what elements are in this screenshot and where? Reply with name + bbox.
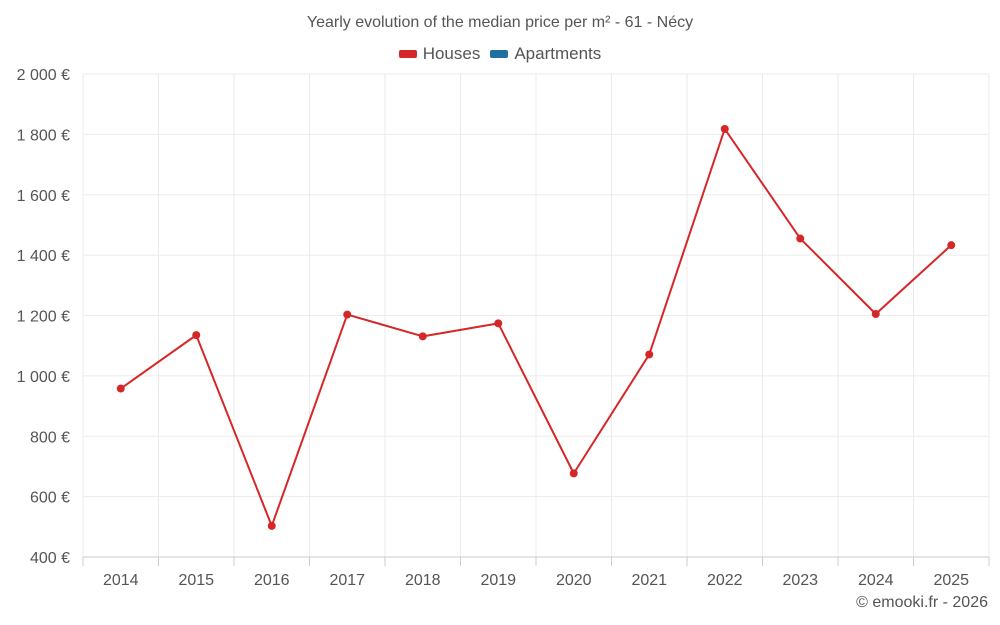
data-point-houses — [871, 309, 880, 318]
data-point-houses — [720, 124, 729, 133]
x-tick-label: 2020 — [556, 572, 592, 589]
x-tick-label: 2015 — [178, 572, 214, 589]
x-tick-label: 2024 — [858, 572, 894, 589]
y-tick-label: 1 200 € — [17, 309, 70, 326]
y-tick-label: 1 800 € — [17, 127, 70, 144]
x-tick-label: 2022 — [707, 572, 743, 589]
legend-item-houses[interactable]: Houses — [398, 44, 481, 64]
x-tick-label: 2023 — [782, 572, 818, 589]
y-tick-label: 800 € — [30, 429, 70, 446]
data-point-houses — [494, 319, 503, 328]
x-tick-label: 2014 — [103, 572, 139, 589]
x-tick-label: 2016 — [254, 572, 290, 589]
y-tick-label: 1 600 € — [17, 188, 70, 205]
x-tick-label: 2019 — [480, 572, 516, 589]
data-point-houses — [267, 521, 276, 530]
data-point-houses — [569, 469, 578, 478]
legend-item-apartments[interactable]: Apartments — [490, 44, 601, 64]
x-tick-label: 2021 — [631, 572, 667, 589]
data-point-houses — [418, 332, 427, 341]
data-point-houses — [343, 310, 352, 319]
x-tick-label: 2017 — [329, 572, 365, 589]
legend-swatch-apartments — [490, 50, 509, 58]
y-tick-label: 400 € — [30, 550, 70, 567]
data-point-houses — [116, 384, 125, 393]
data-point-houses — [796, 234, 805, 243]
data-point-houses — [192, 331, 201, 340]
legend-label-apartments: Apartments — [514, 44, 602, 63]
legend-label-houses: Houses — [422, 44, 481, 63]
credit-text: © emooki.fr - 2026 — [856, 594, 988, 611]
chart-title: Yearly evolution of the median price per… — [306, 14, 694, 31]
x-tick-label: 2025 — [933, 572, 969, 589]
legend-swatch-houses — [398, 50, 417, 58]
data-point-houses — [645, 350, 654, 359]
y-tick-label: 600 € — [30, 490, 70, 507]
x-tick-label: 2018 — [405, 572, 441, 589]
legend: Houses Apartments — [0, 44, 1000, 64]
y-tick-label: 2 000 € — [17, 67, 70, 84]
y-tick-label: 1 000 € — [17, 369, 70, 386]
series-line-houses — [120, 127, 952, 527]
data-point-houses — [947, 241, 956, 250]
y-tick-label: 1 400 € — [17, 248, 70, 265]
